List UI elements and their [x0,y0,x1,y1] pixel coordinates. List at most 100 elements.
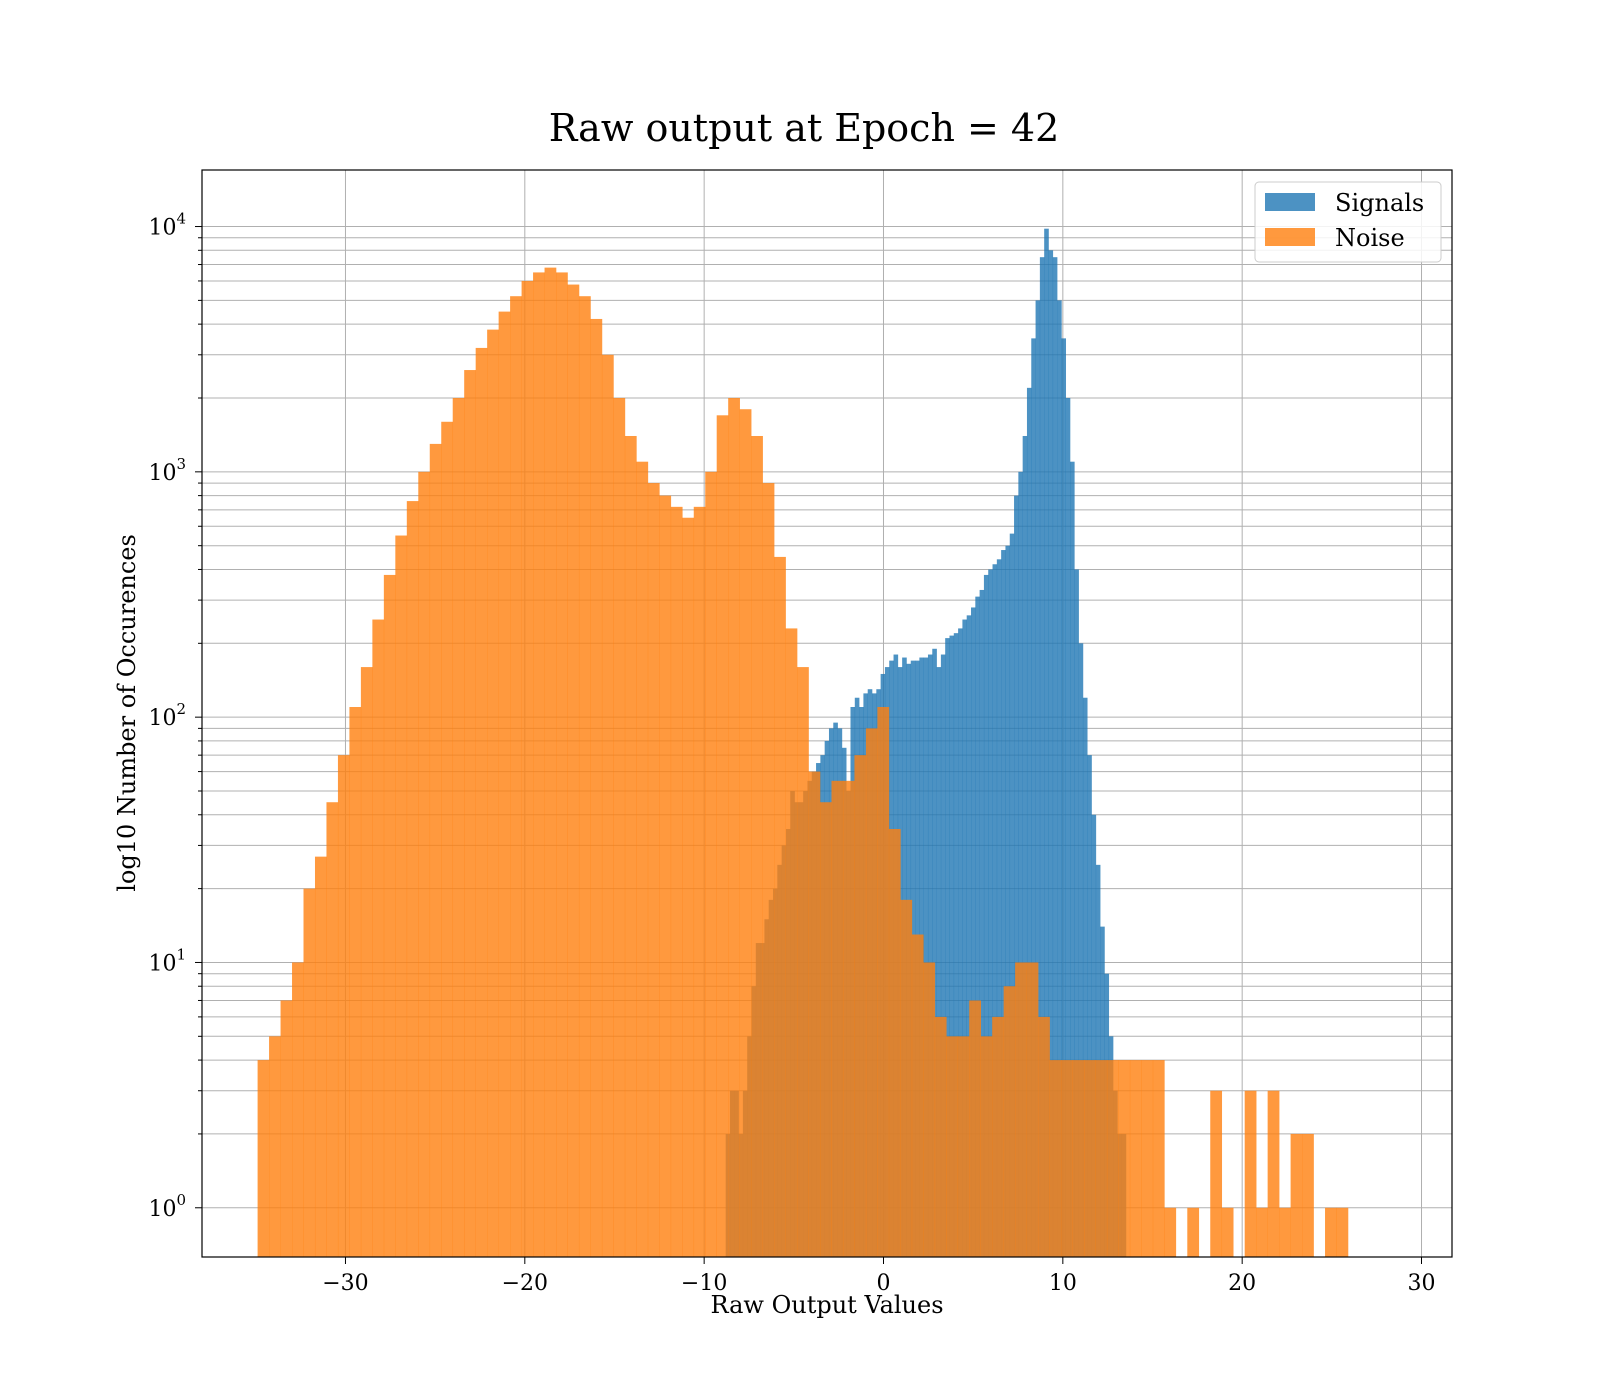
histogram-bar [1018,471,1023,1257]
histogram-bar [958,628,963,1257]
x-tick-label: −30 [322,1271,368,1296]
histogram-bar [1164,1207,1177,1257]
histogram-bar [487,329,499,1257]
histogram-bar [1091,814,1097,1257]
histogram-bar [1072,1060,1085,1257]
histogram-bar [498,311,511,1257]
histogram-bar [1031,338,1036,1257]
histogram-bar [429,443,442,1257]
histogram-bar [1302,1133,1314,1257]
histogram-bar [980,1036,993,1257]
histogram-bar [1095,1060,1108,1257]
histogram-bar [842,780,855,1257]
histogram-bar [624,435,637,1257]
x-tick-label: 20 [1228,1271,1256,1296]
histogram-bar [1187,1207,1200,1257]
histogram-bar [578,296,591,1257]
histogram-bar [1118,1060,1131,1257]
histogram-bar [1290,1133,1303,1257]
histogram-bar [940,654,946,1257]
histogram-bar [1078,643,1084,1257]
histogram-bar [716,415,729,1257]
histogram-bar [383,574,396,1257]
x-tick-label: −10 [681,1271,727,1296]
histogram-bar [900,899,913,1257]
histogram-bar [1141,1060,1154,1257]
histogram-bar [1061,1060,1073,1257]
histogram-bar [647,483,660,1257]
histogram-bar [1026,962,1039,1257]
histogram-bar [949,635,955,1257]
histogram-bar [326,802,339,1257]
histogram-bar [971,607,976,1257]
histogram-bar [945,638,950,1257]
series-noise [257,267,1349,1258]
histogram-bar [923,657,929,1257]
x-tick-label: 10 [1049,1271,1077,1296]
histogram-bar [670,506,683,1257]
x-axis-ticks: −30 −20 −10 0 10 20 30 [322,1257,1436,1296]
histogram-bar [280,1000,293,1257]
histogram-bar [269,1036,281,1257]
histogram-bar [988,569,993,1257]
histogram-bar [372,619,385,1257]
plot-area [201,169,1453,1258]
histogram-bar [1015,962,1027,1257]
histogram-bar [934,1016,947,1257]
bars-layer [257,228,1349,1258]
histogram-bar [1044,228,1049,1257]
histogram-bar [1057,300,1062,1257]
histogram-bar [441,421,454,1257]
histogram-bar [360,667,373,1257]
x-tick-label: 30 [1408,1271,1436,1296]
histogram-bar [751,435,763,1257]
histogram-bar [1082,697,1088,1257]
histogram-bar [556,272,568,1257]
histogram-bar [983,574,989,1257]
histogram-bar [1087,755,1092,1257]
histogram-bar [601,354,614,1257]
histogram-bar [785,628,798,1257]
histogram-bar [992,564,998,1257]
histogram-bar [1052,257,1058,1257]
histogram-bar [946,1036,959,1257]
histogram-bar [510,296,522,1257]
histogram-bar [854,755,867,1257]
histogram-bar [1022,435,1028,1257]
histogram-bar [992,1016,1004,1257]
chart-title: Raw output at Epoch = 42 [549,106,1060,150]
histogram-bar [728,397,740,1257]
histogram-bar [1106,1060,1119,1257]
histogram-bar [1256,1207,1268,1257]
histogram-bar [936,667,942,1257]
histogram-bar [1001,550,1006,1257]
histogram-bar [257,1060,270,1257]
histogram-bar [1336,1207,1349,1257]
histogram-bar [865,728,878,1257]
legend: Signals Noise [1254,181,1442,263]
histogram-bar [1035,300,1041,1257]
histogram-bar [820,802,832,1257]
legend-label-signals: Signals [1335,189,1424,217]
histogram-bar [1221,1207,1234,1257]
histogram-bar [1009,533,1015,1257]
histogram-bar [1026,387,1032,1258]
x-axis-label: Raw Output Values [710,1291,943,1319]
histogram-bar [1061,338,1067,1257]
legend-swatch-noise [1265,228,1315,246]
histogram-bar [1070,461,1075,1257]
histogram-bar [406,501,419,1257]
histogram-bar [1267,1090,1280,1257]
plot-frame [201,169,1453,1258]
histogram-bar [682,517,695,1257]
histogram-bar [996,559,1002,1257]
legend-label-noise: Noise [1335,224,1405,252]
histogram-bar [1003,986,1016,1257]
histogram-bar [292,962,304,1257]
histogram-bar [521,280,534,1258]
histogram-bar [877,706,890,1257]
histogram-bar [349,706,362,1257]
histogram-bar [1074,569,1079,1257]
histogram-bar [1210,1090,1223,1257]
